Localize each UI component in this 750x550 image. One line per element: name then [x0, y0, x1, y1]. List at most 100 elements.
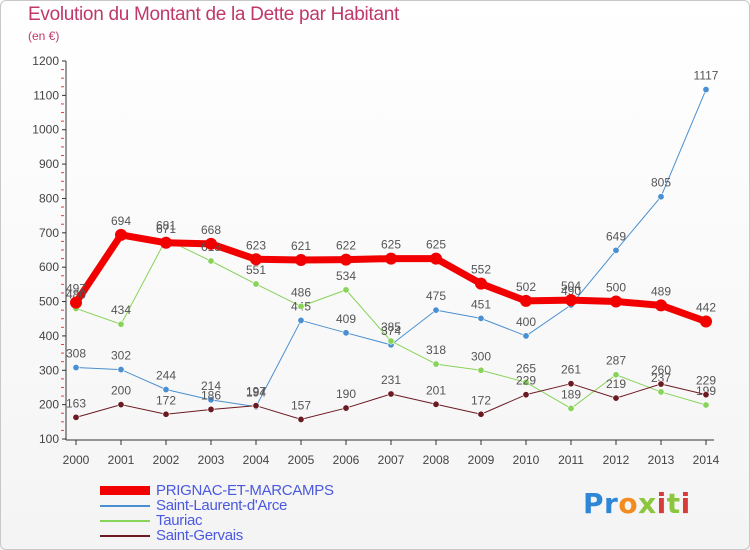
- data-point-saint-gervais: [297, 415, 305, 423]
- data-point-prignac-et-marcamps: [340, 253, 352, 266]
- data-point-prignac-et-marcamps: [70, 296, 82, 309]
- data-point-saint-gervais: [522, 391, 530, 399]
- logo-letter: i: [656, 487, 667, 520]
- data-label-saint-laurent-d-arce: 805: [651, 176, 671, 190]
- data-label-tauriac: 199: [696, 384, 716, 398]
- data-point-tauriac: [342, 286, 350, 294]
- data-label-prignac-et-marcamps: 622: [336, 239, 356, 253]
- data-label-saint-gervais: 261: [561, 363, 581, 377]
- data-label-prignac-et-marcamps: 552: [471, 263, 491, 277]
- legend-item-saint-laurent-d-arce: Saint-Laurent-d'Arce: [100, 498, 334, 513]
- data-point-prignac-et-marcamps: [250, 253, 262, 266]
- data-point-saint-gervais: [432, 400, 440, 408]
- data-label-saint-laurent-d-arce: 409: [336, 312, 356, 326]
- data-label-saint-gervais: 172: [471, 393, 491, 407]
- x-tick-label: 2011: [558, 453, 584, 467]
- chart-legend: PRIGNAC-ET-MARCAMPS Saint-Laurent-d'Arce T…: [100, 483, 334, 543]
- data-label-saint-gervais: 229: [696, 374, 716, 388]
- x-tick-label: 2000: [63, 453, 90, 467]
- legend-label: PRIGNAC-ET-MARCAMPS: [156, 482, 334, 499]
- data-label-prignac-et-marcamps: 442: [696, 300, 716, 314]
- logo-letter: t: [666, 487, 681, 520]
- x-tick-label: 2009: [468, 453, 495, 467]
- data-label-tauriac: 237: [651, 371, 671, 385]
- data-label-prignac-et-marcamps: 668: [201, 223, 221, 237]
- x-tick-label: 2008: [423, 453, 450, 467]
- data-label-saint-laurent-d-arce: 475: [426, 289, 446, 303]
- legend-item-prignac-et-marcamps: PRIGNAC-ET-MARCAMPS: [100, 483, 334, 498]
- data-label-saint-gervais: 163: [66, 396, 86, 410]
- data-label-saint-laurent-d-arce: 374: [381, 324, 401, 338]
- data-point-tauriac: [252, 280, 260, 288]
- data-label-saint-gervais: 229: [516, 374, 536, 388]
- data-label-tauriac: 265: [516, 361, 536, 375]
- data-label-saint-gervais: 201: [426, 383, 446, 397]
- data-label-prignac-et-marcamps: 497: [66, 282, 86, 296]
- data-point-tauriac: [612, 371, 620, 379]
- legend-item-tauriac: Tauriac: [100, 513, 334, 528]
- data-label-saint-gervais: 200: [111, 384, 131, 398]
- data-point-saint-gervais: [567, 380, 575, 388]
- data-label-saint-laurent-d-arce: 214: [201, 379, 221, 393]
- data-point-tauriac: [567, 404, 575, 412]
- y-tick-label: 800: [39, 191, 59, 205]
- data-point-saint-laurent-d-arce: [72, 364, 80, 372]
- x-tick-label: 2004: [243, 453, 270, 467]
- data-label-saint-laurent-d-arce: 302: [111, 349, 131, 363]
- data-point-prignac-et-marcamps: [700, 315, 712, 328]
- data-point-saint-gervais: [117, 401, 125, 409]
- data-label-saint-gervais: 157: [291, 398, 311, 412]
- data-point-saint-gervais: [657, 380, 665, 388]
- x-tick-label: 2014: [693, 453, 720, 467]
- data-label-saint-gervais: 219: [606, 377, 626, 391]
- x-tick-label: 2006: [333, 453, 360, 467]
- data-point-prignac-et-marcamps: [610, 295, 622, 308]
- legend-swatch: [100, 519, 150, 522]
- data-label-prignac-et-marcamps: 625: [381, 238, 401, 252]
- y-tick-label: 1000: [32, 123, 59, 137]
- data-point-saint-laurent-d-arce: [522, 332, 530, 340]
- data-point-tauriac: [387, 337, 395, 345]
- data-point-tauriac: [297, 302, 305, 310]
- data-point-tauriac: [702, 401, 710, 409]
- data-label-prignac-et-marcamps: 502: [516, 280, 536, 294]
- data-point-tauriac: [657, 388, 665, 396]
- data-label-prignac-et-marcamps: 623: [246, 238, 266, 252]
- legend-label: Saint-Laurent-d'Arce: [156, 497, 288, 514]
- line-chart: 100 200 300 400 500 600 700 800 900 1000 1100 1200 2…: [32, 54, 720, 467]
- data-label-saint-laurent-d-arce: 451: [471, 297, 491, 311]
- data-label-prignac-et-marcamps: 500: [606, 281, 626, 295]
- data-label-saint-gervais: 231: [381, 373, 401, 387]
- y-tick-label: 100: [39, 432, 59, 446]
- data-point-prignac-et-marcamps: [295, 253, 307, 266]
- data-label-saint-laurent-d-arce: 649: [606, 229, 626, 243]
- data-point-saint-laurent-d-arce: [297, 316, 305, 324]
- data-point-saint-laurent-d-arce: [612, 246, 620, 254]
- data-label-tauriac: 486: [291, 285, 311, 299]
- legend-swatch: [100, 504, 150, 507]
- data-label-prignac-et-marcamps: 625: [426, 238, 446, 252]
- data-point-saint-laurent-d-arce: [117, 366, 125, 374]
- data-label-tauriac: 318: [426, 343, 446, 357]
- data-point-tauriac: [477, 366, 485, 374]
- x-tick-label: 2012: [603, 453, 630, 467]
- data-point-prignac-et-marcamps: [115, 228, 127, 241]
- data-point-tauriac: [522, 378, 530, 386]
- data-point-saint-gervais: [207, 405, 215, 413]
- data-label-tauriac: 480: [66, 287, 86, 301]
- legend-swatch: [100, 534, 150, 537]
- x-tick-label: 2005: [288, 453, 315, 467]
- data-point-prignac-et-marcamps: [565, 294, 577, 307]
- legend-label: Saint-Gervais: [156, 527, 243, 544]
- data-label-saint-gervais: 260: [651, 363, 671, 377]
- data-point-tauriac: [207, 257, 215, 265]
- data-label-tauriac: 300: [471, 349, 491, 363]
- y-tick-label: 900: [39, 157, 59, 171]
- data-point-prignac-et-marcamps: [205, 237, 217, 250]
- data-label-saint-laurent-d-arce: 490: [561, 284, 581, 298]
- logo-letter: r: [604, 487, 619, 520]
- data-point-prignac-et-marcamps: [385, 252, 397, 265]
- y-tick-label: 700: [39, 226, 59, 240]
- data-label-tauriac: 434: [111, 303, 131, 317]
- data-point-saint-gervais: [387, 390, 395, 398]
